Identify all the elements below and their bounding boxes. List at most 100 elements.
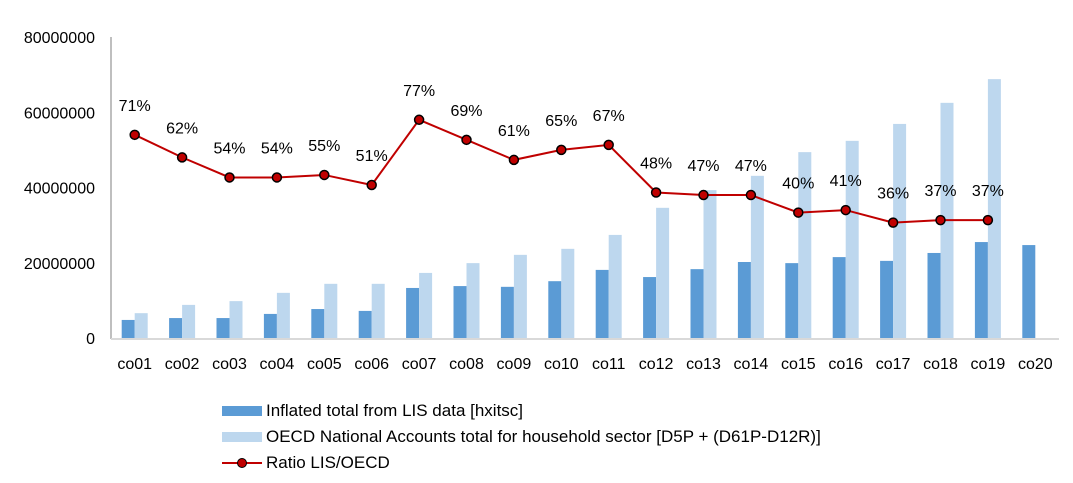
bar-lis [263,313,277,338]
x-tick-label: co17 [876,356,911,373]
ratio-data-label: 36% [877,186,909,203]
x-tick-label: co15 [781,356,816,373]
x-tick-label: co18 [923,356,958,373]
x-tick-label: co09 [497,356,532,373]
ratio-point [461,134,472,146]
ratio-data-label: 48% [640,156,672,173]
ratio-data-label: 71% [119,98,151,115]
ratio-point [366,179,377,191]
ratio-point [698,189,709,201]
bar-lis [690,269,704,338]
x-tick-label: co10 [544,356,579,373]
bar-lis [500,286,514,338]
y-tick-label: 20000000 [24,256,95,273]
ratio-point [224,172,235,183]
ratio-point [508,154,520,166]
ratio-data-label: 77% [403,83,435,100]
y-tick-label: 60000000 [24,105,95,122]
ratio-data-label: 47% [687,158,719,175]
ratio-point [413,114,425,126]
x-tick-label: co07 [402,356,437,373]
x-tick-label: co12 [639,356,674,373]
bar-oecd [987,79,1001,338]
ratio-data-label: 54% [261,140,293,157]
bar-lis [1022,245,1036,338]
bar-oecd [324,283,338,338]
legend-label-ratio: Ratio LIS/OECD [266,453,390,472]
ratio-point [271,172,283,183]
x-tick-label: co14 [734,356,769,373]
bar-oecd [371,283,385,338]
bar-lis [974,242,988,338]
legend-label-oecd: OECD National Accounts total for househo… [266,427,821,446]
x-tick-label: co16 [828,356,863,373]
ratio-line [134,118,988,224]
bar-oecd [845,140,859,338]
bar-lis [358,310,372,338]
bar-oecd [608,234,622,338]
bar-oecd [419,272,433,338]
x-tick-label: co03 [212,356,247,373]
ratio-data-label: 37% [924,183,956,200]
bar-lis [406,287,420,338]
bar-oecd [561,248,575,338]
ratio-point [176,152,188,163]
bar-oecd [893,123,907,338]
ratio-point [603,139,614,151]
bar-oecd [182,304,196,338]
ratio-data-label: 37% [972,183,1004,200]
chart: 0 20000000 40000000 60000000 80000000 co01 co… [24,30,1059,373]
ratio-point [887,217,899,228]
ratio-data-label: 69% [450,103,482,120]
ratio-data-label: 61% [498,123,530,140]
ratio-data-label: 55% [308,138,340,155]
bar-oecd [134,313,148,338]
ratio-point [793,207,804,218]
x-tick-label: co04 [260,356,295,373]
ratio-data-label: 62% [166,120,198,137]
bar-oecd [466,263,480,338]
bar-oecd [750,175,764,338]
y-tick-label: 80000000 [24,30,95,47]
ratio-point [982,214,994,226]
bar-oecd [703,190,717,338]
x-tick-label: co13 [686,356,721,373]
x-tick-label: co02 [165,356,200,373]
bar-oecd [229,301,243,338]
bar-oecd [656,207,670,338]
ratio-data-label: 54% [213,140,245,157]
legend-item-ratio: Ratio LIS/OECD [222,450,821,476]
x-tick-label: co19 [971,356,1006,373]
legend-item-oecd: OECD National Accounts total for househo… [222,424,821,450]
ratio-data-label: 41% [830,173,862,190]
legend: Inflated total from LIS data [hxitsc] OE… [222,398,821,476]
ratio-point [319,169,330,181]
x-tick-label: co06 [354,356,389,373]
ratio-point [745,189,757,201]
ratio-point [556,144,567,156]
bar-lis [643,277,657,338]
bar-lis [785,263,799,338]
legend-label-lis: Inflated total from LIS data [hxitsc] [266,401,524,420]
bar-lis [595,269,609,338]
bar-lis [737,261,751,338]
bar-lis [121,319,135,338]
ratio-data-label: 47% [735,158,767,175]
ratio-point [935,214,946,226]
ratio-data-label: 51% [356,148,388,165]
bar-oecd [798,152,812,338]
ratio-point [129,129,140,141]
x-tick-label: co20 [1018,356,1053,373]
bar-lis [832,257,846,338]
x-tick-label: co05 [307,356,342,373]
bar-lis [453,286,467,338]
bar-lis [880,260,894,338]
bar-lis [548,281,562,338]
y-tick-label: 0 [86,331,95,348]
bar-lis [927,252,941,338]
x-tick-label: co01 [117,356,152,373]
legend-swatch-lis [222,406,262,416]
bar-lis [311,309,325,338]
bar-lis [169,318,183,338]
x-tick-label: co11 [592,356,626,373]
